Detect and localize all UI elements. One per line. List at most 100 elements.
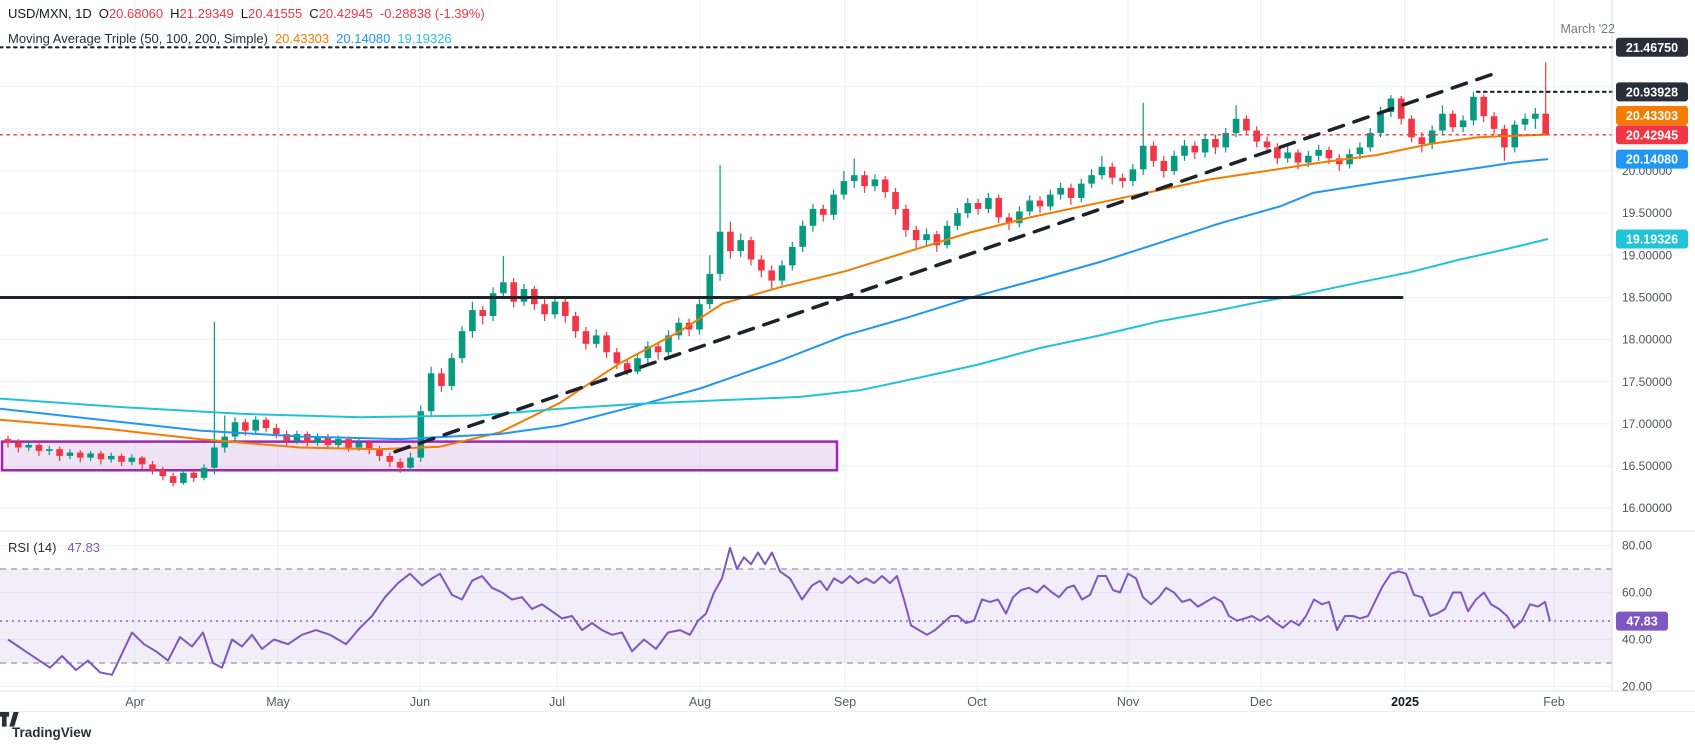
rsi-axis-tick: 60.00 xyxy=(1622,586,1652,600)
candle xyxy=(912,230,920,241)
candle xyxy=(613,352,621,364)
candle xyxy=(654,346,662,353)
price-axis[interactable]: 20.0000019.5000019.0000018.5000018.00000… xyxy=(1616,37,1688,694)
candle xyxy=(262,419,270,429)
low-value: 20.41555 xyxy=(248,6,303,21)
candle xyxy=(1170,155,1178,171)
low-label: L xyxy=(240,6,249,21)
candle xyxy=(1201,138,1209,153)
price-axis-badge-text: 21.46750 xyxy=(1626,41,1678,55)
time-axis-label: Jun xyxy=(410,695,430,709)
candle xyxy=(169,476,177,483)
candle xyxy=(231,422,239,437)
candle xyxy=(427,373,435,412)
time-axis-label: Feb xyxy=(1543,695,1565,709)
candle xyxy=(1098,166,1106,176)
time-axis-label: Sep xyxy=(834,695,856,709)
price-axis-tick: 16.00000 xyxy=(1622,501,1672,515)
candle xyxy=(45,449,53,451)
candle xyxy=(1397,98,1405,119)
candle xyxy=(180,472,187,483)
bottom-bar: TradingView xyxy=(0,712,1695,752)
candle xyxy=(1119,177,1126,182)
tradingview-logo-text: TradingView xyxy=(12,724,92,740)
candle xyxy=(97,453,105,460)
candle xyxy=(56,449,63,456)
ma200-value: 19.19326 xyxy=(397,31,452,46)
price-axis-badge xyxy=(1616,229,1688,249)
candle xyxy=(871,179,879,187)
candle xyxy=(107,455,115,460)
price-axis-badge xyxy=(1616,105,1688,125)
candle xyxy=(1459,120,1467,128)
symbol-legend[interactable]: USD/MXN, 1D O20.68060 H21.29349 L20.4155… xyxy=(8,6,485,21)
candle xyxy=(1108,166,1116,178)
rsi-axis-tick: 20.00 xyxy=(1622,680,1652,694)
ma-legend-title: Moving Average Triple (50, 100, 200, Sim… xyxy=(8,31,268,46)
candle xyxy=(1026,200,1033,212)
candle xyxy=(510,282,517,302)
tradingview-logo[interactable]: TradingView xyxy=(0,712,92,740)
ma100-line[interactable] xyxy=(0,158,1549,441)
candle xyxy=(314,436,321,443)
march22-annotation[interactable]: March '22 xyxy=(1560,22,1616,36)
candle xyxy=(592,335,600,344)
candle xyxy=(1160,160,1168,171)
price-axis-tick: 17.50000 xyxy=(1622,375,1672,389)
candle xyxy=(830,194,837,215)
candle xyxy=(1428,130,1436,145)
candle xyxy=(448,358,456,386)
candle xyxy=(943,225,951,246)
candle xyxy=(603,335,610,353)
candle xyxy=(799,225,806,247)
candle xyxy=(376,449,383,456)
time-axis-label: Aug xyxy=(689,695,711,709)
symbol-title[interactable]: USD/MXN, 1D xyxy=(8,6,92,21)
rsi-line[interactable] xyxy=(7,546,1551,676)
candle xyxy=(561,301,569,316)
candle xyxy=(1408,118,1415,138)
candle xyxy=(623,363,631,372)
candle xyxy=(1366,133,1374,148)
candle xyxy=(438,373,445,386)
candle xyxy=(1284,152,1291,159)
candle xyxy=(716,231,724,274)
candle xyxy=(1047,194,1054,207)
candle xyxy=(417,411,425,458)
candle xyxy=(1077,183,1085,198)
candle xyxy=(861,175,868,187)
candle xyxy=(1335,158,1343,165)
trendline[interactable] xyxy=(393,72,1495,454)
candle xyxy=(551,301,559,315)
time-axis[interactable]: Apr May Jun Jul Aug Sep Oct Nov Dec 2025 Feb xyxy=(125,695,1565,709)
candle xyxy=(1480,96,1488,117)
candle xyxy=(407,457,414,468)
ma100-value: 20.14080 xyxy=(336,31,391,46)
candle xyxy=(458,331,466,359)
ma50-line[interactable] xyxy=(0,133,1549,451)
candle xyxy=(892,192,899,209)
candlestick-series[interactable] xyxy=(4,62,1549,487)
candle xyxy=(500,282,507,294)
rsi-band xyxy=(0,569,1612,663)
candle xyxy=(809,208,817,226)
candle xyxy=(211,447,218,468)
rsi-legend[interactable]: RSI (14) 47.83 xyxy=(8,540,100,555)
candle xyxy=(273,428,280,435)
candle xyxy=(1005,217,1013,224)
price-axis-badge-text: 20.14080 xyxy=(1626,153,1678,167)
candle xyxy=(1222,133,1230,148)
ma-legend[interactable]: Moving Average Triple (50, 100, 200, Sim… xyxy=(8,31,452,46)
time-axis-label: May xyxy=(266,695,290,709)
tradingview-logo-icon xyxy=(0,712,19,727)
price-axis-tick: 17.00000 xyxy=(1622,417,1672,431)
candle xyxy=(118,455,125,462)
price-axis-tick: 19.50000 xyxy=(1622,206,1672,220)
candle xyxy=(355,442,363,448)
candle xyxy=(1305,155,1312,163)
ma200-line[interactable] xyxy=(0,238,1549,419)
candle xyxy=(902,208,910,231)
high-value: 21.29349 xyxy=(179,6,234,21)
